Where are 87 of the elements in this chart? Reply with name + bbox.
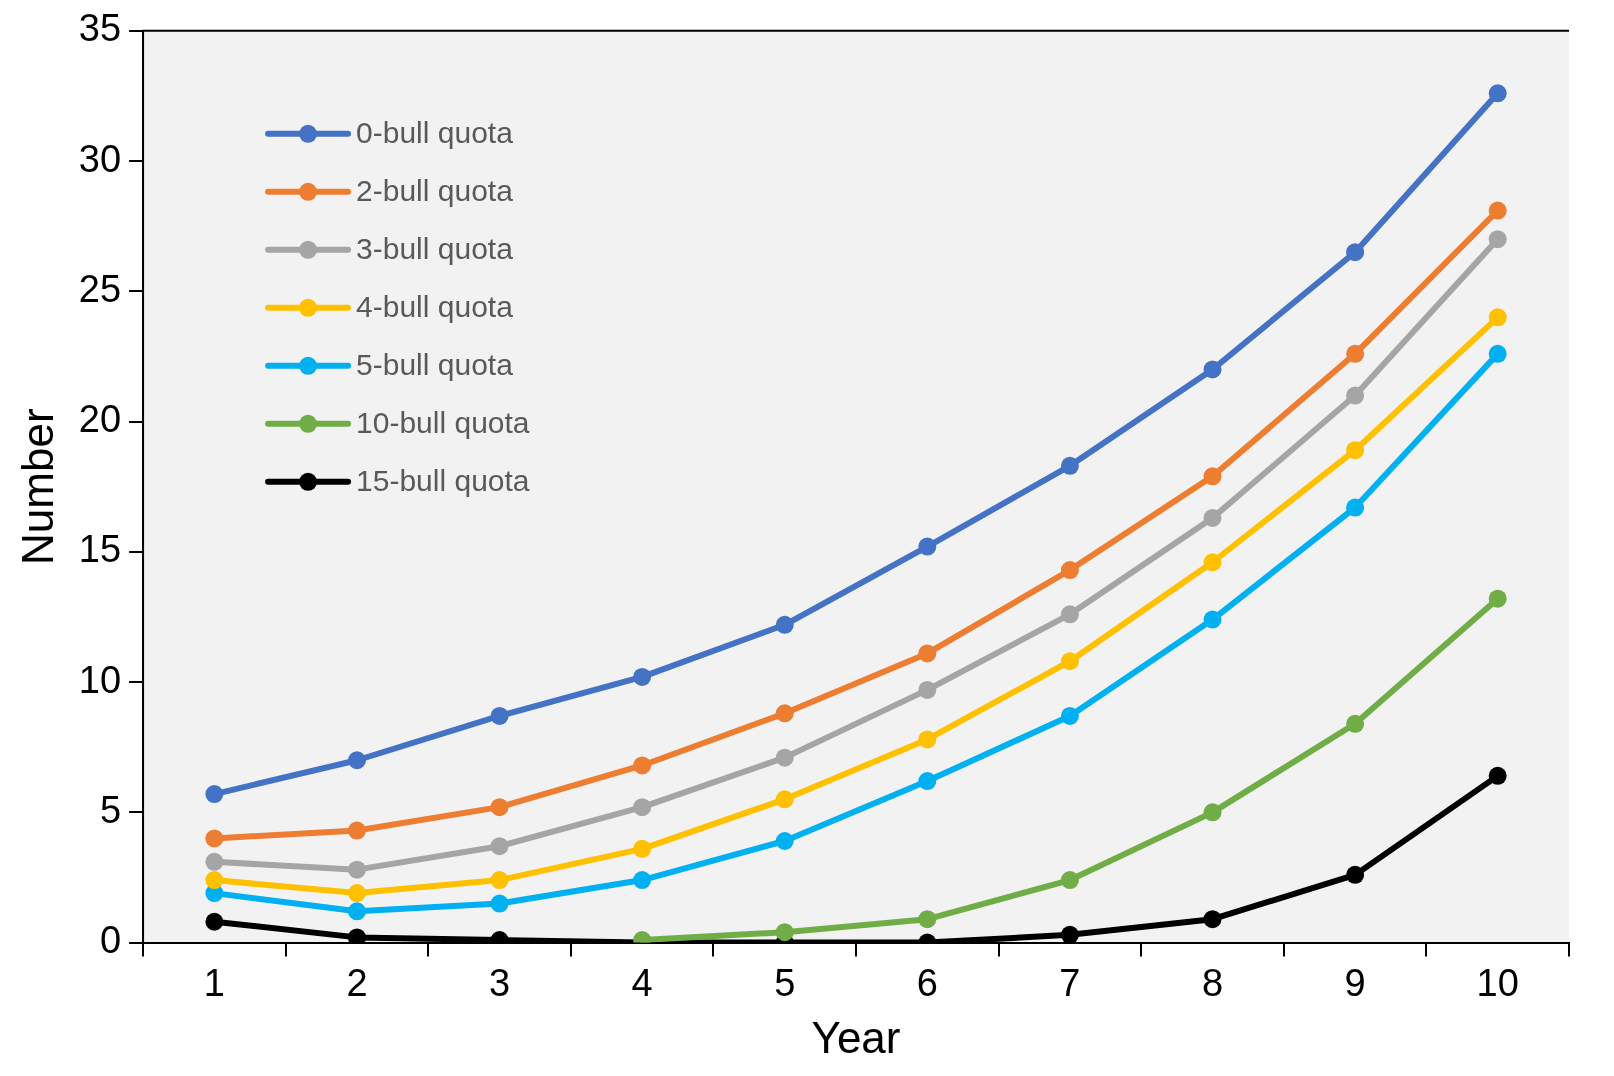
x-tick-label: 5 <box>774 961 796 1004</box>
point <box>205 852 224 871</box>
point <box>490 798 509 817</box>
x-tick-label: 6 <box>916 961 938 1004</box>
point <box>918 730 937 749</box>
point <box>633 839 652 858</box>
point <box>490 894 509 913</box>
y-tick-label: 15 <box>78 528 122 571</box>
point <box>1488 84 1507 103</box>
point <box>1488 308 1507 327</box>
point <box>918 680 937 699</box>
point <box>205 912 224 931</box>
point <box>775 704 794 723</box>
point <box>347 902 366 921</box>
point <box>1203 910 1222 929</box>
y-tick-label: 30 <box>78 137 122 180</box>
point <box>775 615 794 634</box>
point <box>1346 441 1365 460</box>
point <box>490 871 509 890</box>
point <box>347 860 366 879</box>
point <box>205 785 224 804</box>
point <box>1203 553 1222 572</box>
x-tick-label: 10 <box>1476 961 1519 1004</box>
legend-label: 0-bull quota <box>356 116 514 150</box>
point <box>205 829 224 848</box>
point <box>1488 230 1507 249</box>
legend-label: 10-bull quota <box>356 406 530 440</box>
y-tick-label: 25 <box>78 267 122 310</box>
legend-label: 4-bull quota <box>356 290 514 324</box>
legend-label: 2-bull quota <box>356 174 514 208</box>
point <box>1060 706 1079 725</box>
x-tick-label: 8 <box>1201 961 1224 1004</box>
y-tick-label: 0 <box>99 919 122 962</box>
point <box>633 756 652 775</box>
y-axis-title: Number <box>12 408 62 565</box>
point <box>347 821 366 840</box>
point <box>633 871 652 890</box>
x-tick-label: 7 <box>1059 961 1081 1004</box>
point <box>1060 561 1079 580</box>
point <box>1060 871 1079 890</box>
x-tick-label: 9 <box>1344 961 1366 1004</box>
point <box>205 871 224 890</box>
point <box>633 667 652 686</box>
point <box>1203 803 1222 822</box>
point <box>918 644 937 663</box>
point <box>1203 508 1222 527</box>
point <box>918 910 937 929</box>
point <box>775 790 794 809</box>
y-tick-label: 10 <box>78 658 122 701</box>
point <box>1346 714 1365 733</box>
point <box>1060 652 1079 671</box>
point <box>633 798 652 817</box>
point <box>1060 456 1079 475</box>
point <box>775 923 794 942</box>
x-tick-label: 1 <box>203 961 225 1004</box>
point <box>775 832 794 850</box>
point <box>1060 605 1079 624</box>
point <box>1488 589 1507 608</box>
point <box>1060 925 1079 943</box>
y-tick-label: 20 <box>78 398 122 441</box>
point <box>1346 498 1365 517</box>
point <box>1346 243 1365 262</box>
point <box>1203 360 1222 379</box>
x-axis-title: Year <box>811 1012 901 1062</box>
x-tick-label: 2 <box>346 961 368 1004</box>
x-tick-label: 3 <box>488 961 511 1004</box>
point <box>1488 766 1507 785</box>
legend-label: 15-bull quota <box>356 464 530 498</box>
point <box>347 884 366 903</box>
y-tick-label: 5 <box>99 788 122 831</box>
y-tick-label: 35 <box>78 7 122 50</box>
legend-label: 5-bull quota <box>356 348 514 382</box>
point <box>1346 344 1365 363</box>
point <box>1203 467 1222 486</box>
point <box>490 837 509 856</box>
point <box>1346 386 1365 405</box>
legend-label: 3-bull quota <box>356 232 514 266</box>
point <box>1203 610 1222 629</box>
point <box>918 772 937 791</box>
point <box>347 751 366 770</box>
point <box>1488 201 1507 220</box>
point <box>1346 865 1365 884</box>
point <box>490 706 509 725</box>
x-tick-label: 4 <box>631 961 653 1004</box>
point <box>775 748 794 767</box>
point <box>918 537 937 556</box>
point <box>1488 344 1507 363</box>
